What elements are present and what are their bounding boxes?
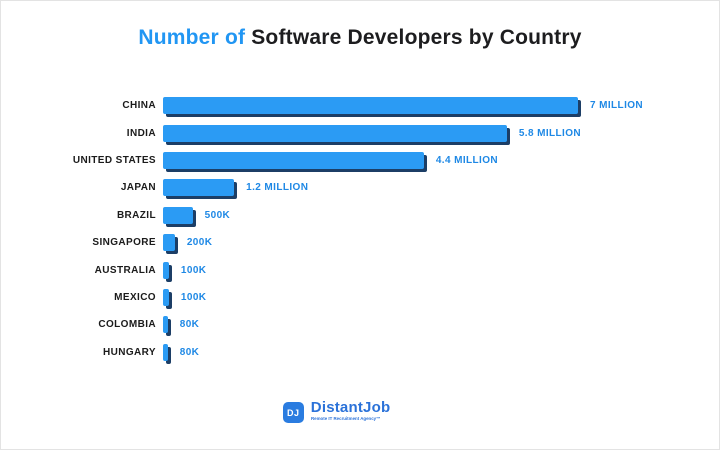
- value-label: 200K: [186, 237, 213, 249]
- value-label: 5.8 MILLION: [518, 127, 582, 139]
- bar-chart: CHINA 7 MILLION INDIA 5.8 MILLION UNITED STA…: [1, 92, 719, 366]
- bar-row: AUSTRALIA 100K: [1, 256, 719, 283]
- brand-footer: DJ DistantJob Remote IT Recruitment Agen…: [1, 400, 719, 425]
- value-label: 80K: [179, 346, 200, 358]
- value-label: 1.2 MILLION: [246, 182, 309, 194]
- category-label: INDIA: [126, 127, 156, 139]
- bar: [163, 343, 168, 361]
- bar-row: SINGAPORE 200K: [1, 229, 719, 256]
- distantjob-logo-icon: DJ: [282, 402, 304, 423]
- value-label: 7 MILLION: [590, 100, 644, 112]
- bar-row: CHINA 7 MILLION: [1, 92, 719, 119]
- bar-row: INDIA 5.8 MILLION: [1, 119, 719, 146]
- category-label: MEXICO: [114, 291, 156, 303]
- logo-text-block: DistantJob Remote IT Recruitment Agency™: [311, 400, 437, 425]
- chart-title: Number of Software Developers by Country: [1, 1, 719, 49]
- value-label: 500K: [204, 209, 231, 221]
- bar-row: UNITED STATES 4.4 MILLION: [1, 147, 719, 174]
- category-label: JAPAN: [120, 182, 156, 194]
- value-label: 100K: [180, 264, 207, 276]
- category-label: HUNGARY: [103, 346, 156, 358]
- bar-row: COLOMBIA 80K: [1, 311, 719, 338]
- category-label: UNITED STATES: [72, 154, 156, 166]
- bar-row: JAPAN 1.2 MILLION: [1, 174, 719, 201]
- bar-row: BRAZIL 500K: [1, 202, 719, 229]
- category-label: CHINA: [122, 100, 156, 112]
- bar: [163, 288, 169, 306]
- brand-name: DistantJob: [310, 399, 391, 416]
- bar: [163, 124, 507, 142]
- bar: [163, 261, 169, 279]
- chart-title-rest: Software Developers by Country: [245, 26, 582, 49]
- bar: [163, 97, 578, 115]
- value-label: 4.4 MILLION: [435, 154, 499, 166]
- category-label: AUSTRALIA: [94, 264, 156, 276]
- category-label: BRAZIL: [116, 209, 156, 221]
- value-label: 80K: [179, 319, 200, 331]
- value-label: 100K: [180, 291, 207, 303]
- brand-tagline: Remote IT Recruitment Agency™: [310, 416, 381, 421]
- bar: [163, 206, 193, 224]
- bar-row: MEXICO 100K: [1, 284, 719, 311]
- bar: [163, 234, 175, 252]
- bar: [163, 179, 235, 197]
- category-label: SINGAPORE: [92, 237, 156, 249]
- bar: [163, 316, 168, 334]
- category-label: COLOMBIA: [98, 319, 156, 331]
- bar: [163, 151, 424, 169]
- chart-title-accent: Number of: [138, 26, 246, 49]
- bar-row: HUNGARY 80K: [1, 339, 719, 366]
